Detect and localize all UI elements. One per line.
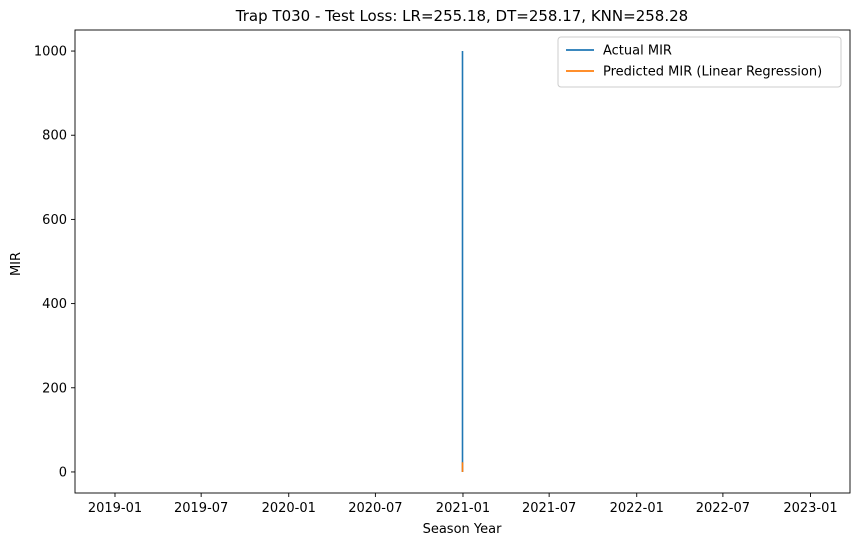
legend-box xyxy=(557,36,842,88)
plot-area: 0 200 400 600 800 1000 2019-01 2019-07 2020-01 20… xyxy=(34,29,851,516)
axes-frame xyxy=(74,29,851,494)
y-tick-label: 800 xyxy=(42,129,67,144)
x-tick-label: 2021-07 xyxy=(522,501,576,516)
x-axis-label: Season Year xyxy=(423,522,502,537)
y-axis-label: MIR xyxy=(9,252,24,276)
x-tick-label: 2019-07 xyxy=(174,501,228,516)
y-tick-label: 600 xyxy=(42,213,67,228)
x-tick-label: 2022-07 xyxy=(696,501,750,516)
legend: Actual MIR Predicted MIR (Linear Regressi… xyxy=(557,36,842,88)
chart-title: Trap T030 - Test Loss: LR=255.18, DT=258… xyxy=(235,7,688,25)
y-tick-label: 400 xyxy=(42,297,67,312)
x-tick-label: 2020-07 xyxy=(348,501,402,516)
y-tick-label: 1000 xyxy=(34,45,67,60)
x-tick-label: 2020-01 xyxy=(262,501,316,516)
x-tick-label: 2022-01 xyxy=(610,501,664,516)
legend-label-2: Predicted MIR (Linear Regression) xyxy=(603,65,822,80)
y-tick-label: 200 xyxy=(42,381,67,396)
y-tick-label: 0 xyxy=(59,465,67,480)
x-tick-label: 2021-01 xyxy=(436,501,490,516)
x-tick-label: 2019-01 xyxy=(88,501,142,516)
legend-label-1: Actual MIR xyxy=(603,44,672,59)
x-tick-label: 2023-01 xyxy=(783,501,837,516)
